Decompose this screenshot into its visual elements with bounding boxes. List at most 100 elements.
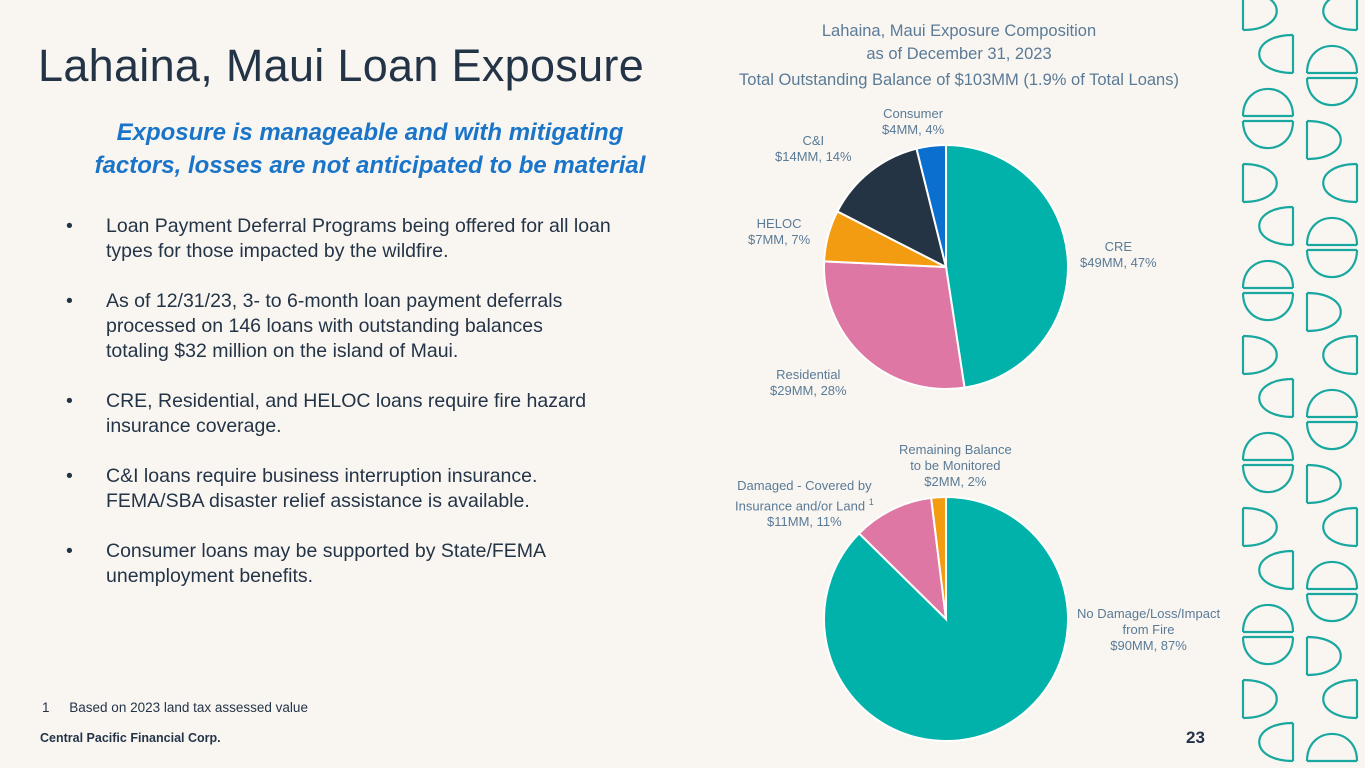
pie2-label-line: from Fire: [1122, 622, 1175, 637]
decor-shape: [1305, 76, 1359, 107]
bullet-marker: •: [66, 215, 73, 237]
decor-shape: [1305, 44, 1359, 75]
pie2-label-line: Damaged - Covered by: [737, 478, 872, 493]
pie2-label-remaining: Remaining Balance to be Monitored $2MM, …: [899, 442, 1012, 490]
bullet-line: As of 12/31/23, 3- to 6-month loan payme…: [106, 290, 563, 312]
bullet-item: • CRE, Residential, and HELOC loans requ…: [66, 389, 681, 439]
decor-shape: [1305, 635, 1342, 677]
decorative-pattern: [1241, 0, 1359, 763]
decor-shape: [1241, 334, 1278, 376]
bullet-line: unemployment benefits.: [106, 565, 314, 587]
pie2-label-line-text: Insurance and/or Land: [735, 498, 866, 514]
decor-shape: [1241, 87, 1295, 118]
pie1-label-category: C&I: [802, 133, 825, 148]
footnote: 1 Based on 2023 land tax assessed value: [42, 700, 308, 715]
pie1-label-category: Residential: [776, 367, 841, 382]
footnote-text: Based on 2023 land tax assessed value: [69, 700, 308, 715]
decor-shape: [1241, 463, 1295, 494]
bullet-line: types for those impacted by the wildfire…: [106, 240, 449, 262]
chart-title-line: as of December 31, 2023: [866, 45, 1052, 63]
bullet-item: • As of 12/31/23, 3- to 6-month loan pay…: [66, 289, 681, 364]
bullet-item: • C&I loans require business interruptio…: [66, 464, 681, 514]
pie1-label-category: HELOC: [756, 216, 802, 231]
decor-shape: [1305, 463, 1342, 505]
bullet-item: • Loan Payment Deferral Programs being o…: [66, 214, 681, 264]
pie1-label-value: $29MM, 28%: [770, 383, 847, 398]
decor-shape: [1305, 291, 1342, 333]
decor-shape: [1305, 216, 1359, 247]
decor-shape: [1322, 506, 1359, 548]
pie1-label-category: Consumer: [883, 106, 944, 121]
pie1-label-residential: Residential $29MM, 28%: [770, 367, 847, 399]
bullet-list: • Loan Payment Deferral Programs being o…: [66, 214, 681, 614]
company-name: Central Pacific Financial Corp.: [40, 731, 221, 745]
decor-shape: [1258, 33, 1295, 75]
decor-shape: [1241, 678, 1278, 720]
slide-title: Lahaina, Maui Loan Exposure: [38, 40, 645, 91]
pie1-label-value: $14MM, 14%: [775, 149, 852, 164]
bullet-line: insurance coverage.: [106, 415, 282, 437]
bullet-item: • Consumer loans may be supported by Sta…: [66, 539, 681, 589]
pie2-slice-0: [823, 495, 1069, 742]
decor-shape: [1241, 603, 1295, 634]
decor-shape: [1322, 678, 1359, 720]
bullet-marker: •: [66, 540, 73, 562]
page-number: 23: [1186, 728, 1205, 747]
pie2-slice-2: [930, 495, 947, 620]
decor-shape: [1241, 291, 1295, 322]
slide-subtitle: Exposure is manageable and with mitigati…: [40, 116, 700, 182]
pie1-label-value: $7MM, 7%: [748, 232, 811, 247]
decor-shape: [1241, 635, 1295, 666]
pie1-label-heloc: HELOC $7MM, 7%: [748, 216, 810, 248]
decor-shape: [1241, 119, 1295, 150]
subtitle-line: factors, losses are not anticipated to b…: [94, 152, 646, 179]
decor-shape: [1241, 259, 1295, 290]
pie1-label-value: $49MM, 47%: [1080, 255, 1157, 270]
decor-shape: [1305, 592, 1359, 623]
bullet-marker: •: [66, 465, 73, 487]
bullet-marker: •: [66, 390, 73, 412]
chart-title: Lahaina, Maui Exposure Composition as of…: [700, 20, 1218, 66]
bullet-line: CRE, Residential, and HELOC loans requir…: [106, 390, 587, 412]
decor-shape: [1258, 205, 1295, 247]
pie1-slice-2: [823, 210, 947, 268]
pie2-label-value: $11MM, 11%: [767, 514, 842, 530]
pie1-label-ci: C&I $14MM, 14%: [775, 133, 852, 165]
pie2-label-line: Insurance and/or Land 1: [735, 494, 874, 514]
footnote-number: 1: [42, 700, 50, 715]
decor-shape: [1305, 732, 1359, 763]
pie1-slice-0: [945, 143, 1069, 389]
decor-shape: [1241, 162, 1278, 204]
subtitle-line: Exposure is manageable and with mitigati…: [116, 119, 624, 146]
pie1-label-cre: CRE $49MM, 47%: [1080, 239, 1157, 271]
decor-shape: [1241, 506, 1278, 548]
decor-shape: [1322, 334, 1359, 376]
pie1-label-value: $4MM, 4%: [882, 122, 945, 137]
decor-shape: [1258, 549, 1295, 591]
decor-shape: [1241, 0, 1278, 32]
pie2-label-value: $2MM, 2%: [924, 474, 987, 489]
decor-shape: [1258, 721, 1295, 763]
bullet-line: totaling $32 million on the island of Ma…: [106, 340, 459, 362]
bullet-marker: •: [66, 290, 73, 312]
decor-shape: [1305, 388, 1359, 419]
pie2-label-damaged: Damaged - Covered by Insurance and/or La…: [735, 478, 874, 530]
chart-total-balance: Total Outstanding Balance of $103MM (1.9…: [739, 71, 1179, 89]
bullet-line: Consumer loans may be supported by State…: [106, 540, 547, 562]
pie2-label-line: No Damage/Loss/Impact: [1077, 606, 1221, 621]
decor-shape: [1305, 119, 1342, 161]
pie2-label-value: $90MM, 87%: [1110, 638, 1187, 653]
pie2-label-line: to be Monitored: [910, 458, 1001, 473]
bullet-line: C&I loans require business interruption …: [106, 465, 538, 487]
decor-shape: [1305, 560, 1359, 591]
pie2-label-line: Remaining Balance: [899, 442, 1012, 457]
pie1-label-consumer: Consumer $4MM, 4%: [882, 106, 944, 138]
decor-shape: [1241, 431, 1295, 462]
bullet-line: Loan Payment Deferral Programs being off…: [106, 215, 611, 237]
pie1-slice-4: [915, 143, 947, 268]
decor-shape: [1322, 0, 1359, 32]
decor-shape: [1305, 248, 1359, 279]
footnote-mark: 1: [868, 497, 874, 507]
pie1-slice-3: [836, 147, 948, 269]
pie1-label-category: CRE: [1104, 239, 1133, 254]
